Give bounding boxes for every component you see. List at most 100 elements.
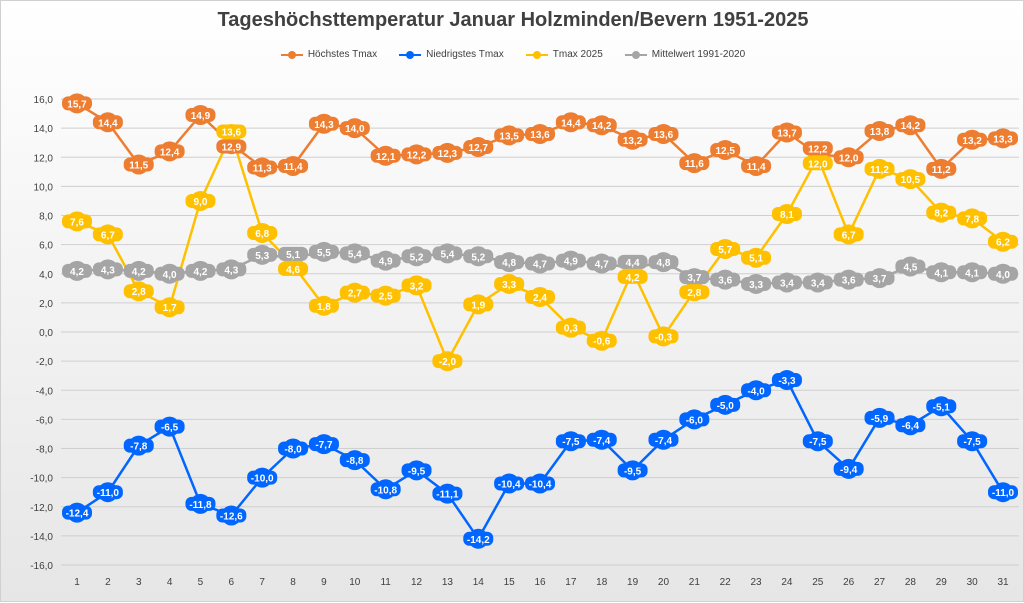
data-label: 7,8: [965, 214, 979, 225]
data-label: 0,3: [564, 324, 578, 335]
data-label: 2,5: [379, 292, 393, 303]
data-label-bg: [555, 115, 586, 130]
data-label-bg: [463, 140, 494, 155]
data-label-bg: [92, 262, 123, 277]
x-tick-label: 30: [967, 577, 979, 588]
data-label-bg: [339, 285, 370, 300]
y-tick-label: -2,0: [36, 357, 54, 368]
data-label: -5,9: [871, 414, 889, 425]
data-label: 3,6: [842, 276, 856, 287]
data-label-bg: [216, 139, 247, 154]
data-label-bg: [864, 124, 895, 139]
legend-marker-icon: [280, 50, 303, 60]
data-label-bg: [401, 463, 432, 478]
data-label: -9,5: [624, 466, 642, 477]
data-label: 2,8: [687, 288, 701, 299]
data-label: 13,7: [777, 128, 797, 139]
data-label-bg: [895, 418, 926, 433]
data-label-bg: [988, 266, 1018, 281]
x-tick-label: 10: [349, 577, 361, 588]
data-label-bg: [62, 96, 92, 111]
legend-item-tmax-2025: Tmax 2025: [525, 49, 603, 60]
data-label-bg: [586, 118, 617, 133]
data-label-bg: [771, 207, 802, 222]
data-label-bg: [185, 496, 216, 511]
data-label-bg: [339, 246, 370, 261]
data-label: 6,7: [101, 230, 115, 241]
y-tick-label: -16,0: [30, 561, 53, 572]
data-label-bg: [771, 373, 802, 388]
data-label-bg: [710, 241, 741, 256]
x-tick-label: 9: [321, 577, 327, 588]
data-label: -8,0: [284, 445, 302, 456]
chart-title: Tageshöchsttemperatur Januar Holzminden/…: [217, 9, 809, 31]
data-label: 3,4: [780, 278, 794, 289]
data-label: 13,2: [962, 136, 982, 147]
data-label-bg: [92, 485, 123, 500]
data-label: 4,4: [626, 258, 640, 269]
y-tick-label: -12,0: [30, 503, 53, 514]
data-label: 5,1: [286, 250, 300, 261]
data-label-bg: [648, 255, 679, 270]
x-tick-label: 7: [259, 577, 265, 588]
data-label: 4,8: [657, 258, 671, 269]
x-tick-label: 2: [105, 577, 111, 588]
legend-label: Mittelwert 1991-2020: [651, 49, 746, 60]
data-label-bg: [741, 250, 772, 265]
data-label: 7,6: [70, 217, 84, 228]
data-label: 12,0: [808, 159, 828, 170]
data-label-bg: [926, 161, 957, 176]
data-label-bg: [370, 148, 401, 163]
x-tick-label: 19: [627, 577, 639, 588]
x-tick-label: 28: [905, 577, 917, 588]
data-label-bg: [741, 158, 772, 173]
data-label-bg: [432, 145, 463, 160]
data-label-bg: [401, 278, 432, 293]
data-label: 10,5: [901, 175, 921, 186]
legend-label: Höchstes Tmax: [307, 49, 378, 60]
data-label-bg: [926, 265, 957, 280]
data-label: -11,0: [992, 488, 1015, 499]
x-tick-label: 25: [812, 577, 824, 588]
data-label: 4,3: [224, 265, 238, 276]
data-label: -5,0: [717, 401, 735, 412]
data-label: 2,8: [132, 287, 146, 298]
data-label-bg: [988, 485, 1018, 500]
data-label: 4,3: [101, 265, 115, 276]
x-tick-label: 6: [229, 577, 235, 588]
data-label-bg: [185, 108, 216, 123]
data-label: 5,3: [255, 251, 269, 262]
data-label: 11,2: [932, 165, 951, 176]
data-label-bg: [833, 227, 864, 242]
data-label: 4,9: [564, 257, 578, 268]
legend-item-niedrigstes: Niedrigstes Tmax: [399, 49, 504, 60]
data-label-bg: [154, 300, 185, 315]
data-label-bg: [617, 463, 648, 478]
x-tick-label: 16: [534, 577, 546, 588]
data-label-bg: [92, 115, 123, 130]
data-label: 4,0: [163, 270, 177, 281]
y-tick-label: -14,0: [30, 532, 53, 543]
data-label: -7,5: [964, 437, 982, 448]
data-label: 11,4: [284, 162, 303, 173]
data-label: -2,0: [439, 357, 457, 368]
data-label-bg: [62, 505, 92, 520]
data-label-bg: [957, 434, 988, 449]
data-label-bg: [895, 259, 926, 274]
data-label: 5,1: [749, 254, 763, 265]
data-label: -12,4: [66, 509, 89, 520]
data-label-bg: [247, 470, 278, 485]
data-label-bg: [185, 263, 216, 278]
data-label-bg: [586, 333, 617, 348]
data-label: 4,9: [379, 257, 393, 268]
data-label: -10,8: [374, 485, 397, 496]
data-label: 6,2: [996, 238, 1010, 249]
data-label-bg: [432, 354, 463, 369]
legend-item-hoechstes: Höchstes Tmax: [280, 49, 378, 60]
data-label: 11,3: [253, 163, 272, 174]
data-label: -9,5: [408, 466, 426, 477]
data-label-bg: [586, 256, 617, 271]
data-label: 12,1: [376, 152, 396, 163]
data-label-bg: [555, 253, 586, 268]
x-tick-label: 8: [290, 577, 296, 588]
